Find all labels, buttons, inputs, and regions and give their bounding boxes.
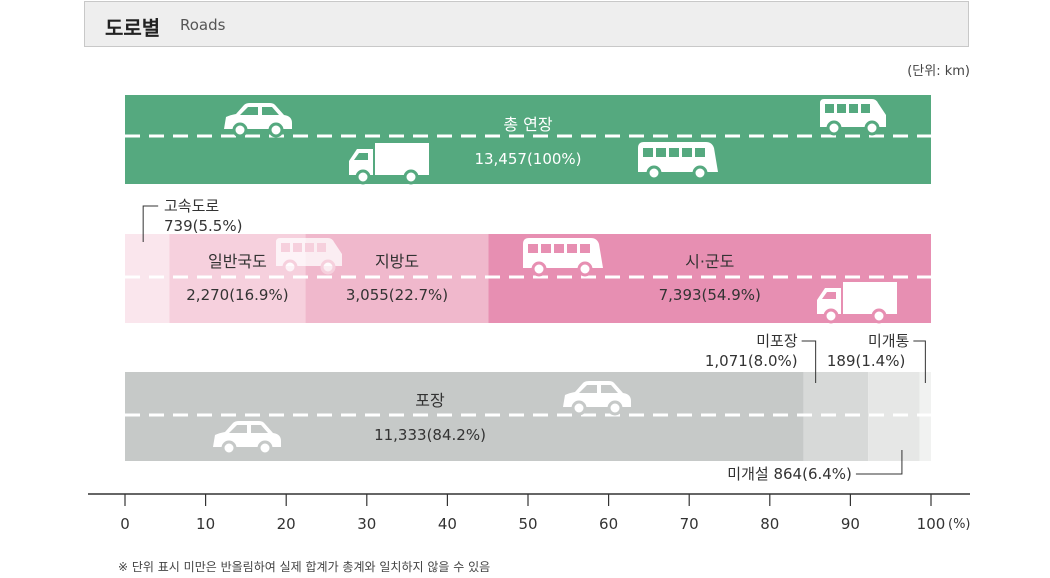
chart-title-korean: 도로별 — [105, 16, 161, 40]
footnote: ※ 단위 표시 미만은 반올림하여 실제 합계가 총계와 일치하지 않을 수 있… — [118, 560, 491, 574]
x-tick-label: 50 — [518, 515, 537, 533]
unopened-construction-label: 미개설 864(6.4%) — [727, 465, 852, 483]
x-tick-label: 20 — [277, 515, 296, 533]
unpaved-label: 미포장 — [756, 332, 798, 350]
expressway-label: 고속도로 — [164, 197, 219, 215]
unopened-value: 189(1.4%) — [827, 352, 905, 370]
leader-line — [801, 340, 817, 383]
truck-icon — [349, 143, 429, 185]
city-road-label: 시·군도 — [685, 252, 734, 271]
bus-icon — [523, 238, 603, 277]
car-icon — [563, 381, 631, 416]
leader-line — [913, 340, 926, 383]
unopened-label: 미개통 — [868, 332, 909, 350]
x-tick-label: 60 — [599, 515, 618, 533]
x-tick-label: 30 — [357, 515, 376, 533]
title-box: 도로별 Roads — [84, 1, 969, 47]
x-tick-label: 10 — [196, 515, 215, 533]
total-label: 총 연장 — [503, 115, 553, 134]
x-unit-label: (%) — [948, 517, 971, 532]
paved-label: 포장 — [415, 391, 445, 410]
x-tick-label: 40 — [438, 515, 457, 533]
local-road-label: 지방도 — [375, 252, 419, 271]
leader-line — [855, 450, 903, 475]
van-icon — [276, 238, 342, 275]
x-tick-label: 0 — [120, 515, 130, 533]
local-road-value: 3,055(22.7%) — [346, 286, 448, 304]
expressway-value: 739(5.5%) — [164, 217, 242, 235]
x-tick-label: 80 — [760, 515, 779, 533]
truck-icon — [817, 282, 897, 324]
paved-value: 11,333(84.2%) — [374, 426, 486, 444]
national-road-value: 2,270(16.9%) — [186, 286, 288, 304]
leader-line — [142, 205, 159, 242]
x-tick-label: 70 — [680, 515, 699, 533]
car-icon — [213, 421, 281, 456]
unpaved-value: 1,071(8.0%) — [705, 352, 798, 370]
national-road-label: 일반국도 — [208, 252, 267, 271]
x-tick-label: 90 — [841, 515, 860, 533]
total-value-label: 13,457(100%) — [474, 150, 581, 168]
bus-icon — [638, 142, 718, 181]
city-road-value: 7,393(54.9%) — [659, 286, 761, 304]
van-icon — [820, 99, 886, 136]
unit-label: (단위: km) — [907, 64, 970, 79]
car-icon — [224, 103, 292, 138]
chart-title-english: Roads — [180, 16, 226, 34]
x-tick-label: 100 — [917, 515, 946, 533]
